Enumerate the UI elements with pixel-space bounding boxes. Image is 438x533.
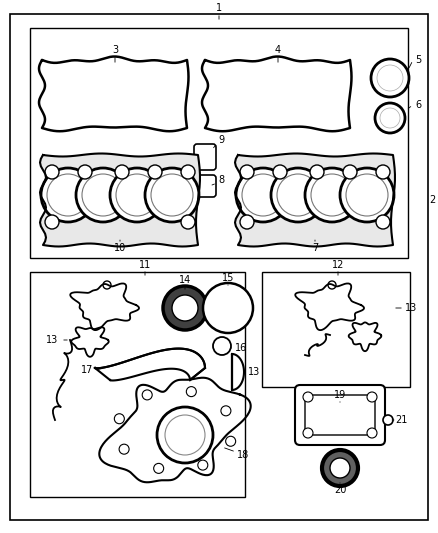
Text: 19: 19 [334,390,346,400]
Circle shape [172,295,198,321]
Circle shape [240,165,254,179]
Circle shape [271,168,325,222]
Bar [30,28,408,258]
FancyBboxPatch shape [194,175,216,197]
Circle shape [181,165,195,179]
Circle shape [376,165,390,179]
Circle shape [116,174,158,216]
Circle shape [198,460,208,470]
Circle shape [277,174,319,216]
Circle shape [148,165,162,179]
Circle shape [213,337,231,355]
Text: 3: 3 [112,45,118,55]
Text: 7: 7 [312,243,318,253]
FancyBboxPatch shape [305,395,375,435]
Text: 15: 15 [222,273,234,283]
Circle shape [346,174,388,216]
Text: 5: 5 [415,55,421,65]
Polygon shape [235,154,395,246]
Circle shape [119,444,129,454]
Circle shape [115,165,129,179]
Polygon shape [40,154,200,246]
Circle shape [151,174,193,216]
Circle shape [78,165,92,179]
Circle shape [371,59,409,97]
Circle shape [305,168,359,222]
Circle shape [203,283,253,333]
Circle shape [303,428,313,438]
Text: 13: 13 [405,303,417,313]
Circle shape [375,103,405,133]
Circle shape [142,390,152,400]
Circle shape [340,168,394,222]
Circle shape [310,165,324,179]
Text: 9: 9 [218,135,224,145]
Circle shape [154,463,164,473]
Circle shape [367,392,377,402]
Circle shape [82,174,124,216]
Circle shape [242,174,284,216]
Circle shape [45,165,59,179]
Text: 8: 8 [218,175,224,185]
Circle shape [303,392,313,402]
Circle shape [45,215,59,229]
Circle shape [322,450,358,486]
Text: 11: 11 [139,260,151,270]
Circle shape [221,406,231,416]
Text: 4: 4 [275,45,281,55]
Circle shape [186,386,196,397]
Text: 10: 10 [114,243,126,253]
Circle shape [165,415,205,455]
Circle shape [367,428,377,438]
FancyBboxPatch shape [194,144,216,170]
Text: 6: 6 [415,100,421,110]
Text: 18: 18 [237,450,249,460]
Text: 1: 1 [216,3,222,13]
Text: 12: 12 [332,260,344,270]
Text: 14: 14 [179,275,191,285]
Circle shape [328,281,336,289]
Circle shape [76,168,130,222]
Text: 2: 2 [429,195,435,205]
Circle shape [157,407,213,463]
Circle shape [163,286,207,330]
Text: 20: 20 [334,485,346,495]
Text: 13: 13 [46,335,58,345]
Bar [30,272,245,497]
Bar [262,272,410,387]
Circle shape [41,168,95,222]
Circle shape [311,174,353,216]
Circle shape [343,165,357,179]
Circle shape [273,165,287,179]
Text: 16: 16 [235,343,247,353]
Circle shape [383,415,393,425]
Circle shape [181,215,195,229]
Circle shape [145,168,199,222]
Circle shape [47,174,89,216]
Circle shape [330,458,350,478]
Circle shape [236,168,290,222]
Text: 13: 13 [248,367,260,377]
Circle shape [240,215,254,229]
Circle shape [380,108,400,128]
Circle shape [377,65,403,91]
Circle shape [103,281,111,289]
Circle shape [376,215,390,229]
Circle shape [110,168,164,222]
Text: 17: 17 [81,365,93,375]
FancyBboxPatch shape [295,385,385,445]
Circle shape [114,414,124,424]
Text: 21: 21 [395,415,407,425]
Circle shape [226,437,236,446]
